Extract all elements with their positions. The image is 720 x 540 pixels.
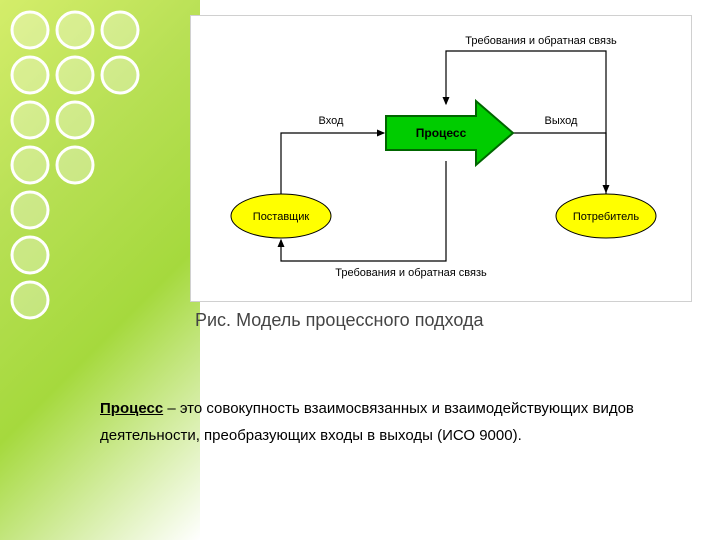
label-req-bottom: Требования и обратная связь: [335, 267, 487, 279]
node-process-label: Процесс: [416, 126, 467, 140]
figure-caption: Рис. Модель процессного подхода: [195, 310, 483, 331]
label-req-top: Требования и обратная связь: [465, 35, 617, 47]
node-consumer-label: Потребитель: [573, 211, 639, 223]
definition-paragraph: Процесс – это совокупность взаимосвязанн…: [100, 395, 640, 449]
label-input: Вход: [319, 115, 344, 127]
definition-text: – это совокупность взаимосвязанных и вза…: [100, 400, 634, 444]
process-diagram: Требования и обратная связь Требования и…: [190, 15, 692, 302]
definition-term: Процесс: [100, 400, 163, 417]
label-output: Выход: [545, 115, 578, 127]
background-decoration: [0, 0, 200, 540]
node-supplier-label: Поставщик: [253, 211, 310, 223]
